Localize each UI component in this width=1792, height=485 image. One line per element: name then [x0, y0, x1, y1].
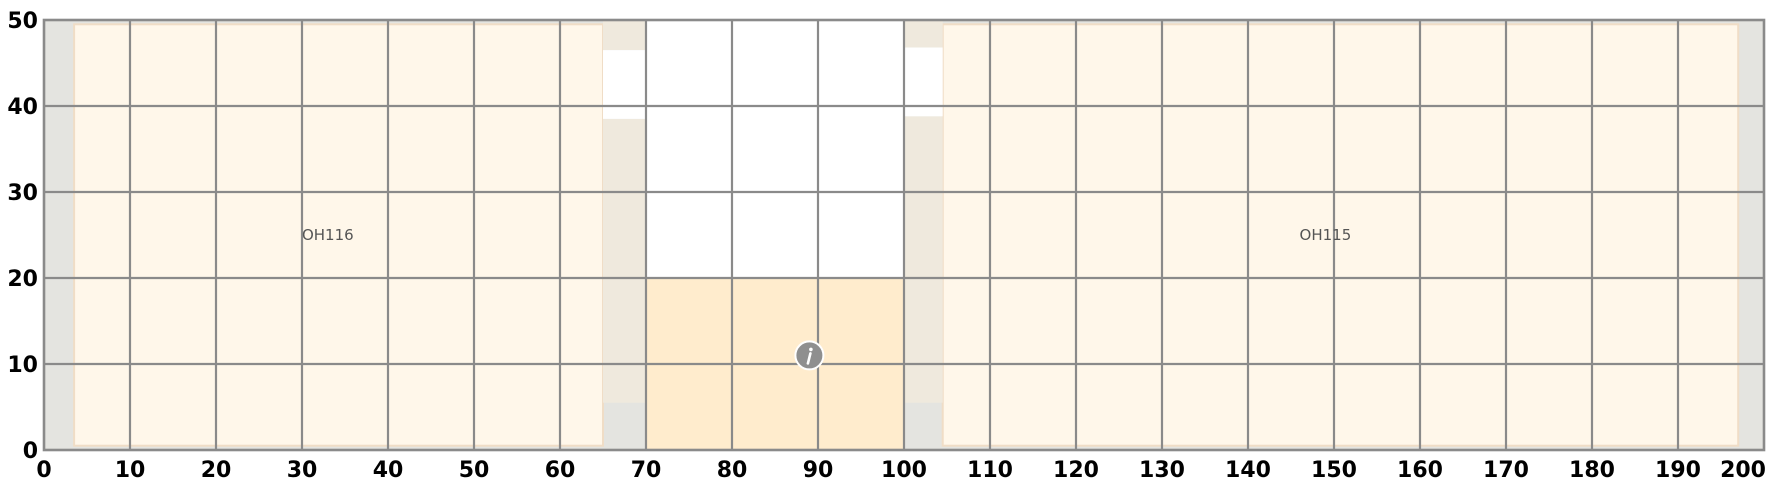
- x-tick-label: 40: [373, 458, 404, 483]
- room-label: OH115: [1300, 226, 1352, 244]
- plot-frame: [42, 18, 1766, 452]
- x-tick-label: 140: [1225, 458, 1271, 483]
- open-area: [603, 50, 646, 119]
- wall-segment: [603, 20, 646, 51]
- y-tick-label: 10: [7, 353, 38, 378]
- open-area: [904, 47, 943, 117]
- x-tick-label: 150: [1311, 458, 1357, 483]
- x-tick-label: 200: [1720, 458, 1766, 483]
- x-tick-label: 110: [967, 458, 1013, 483]
- x-tick-label: 120: [1053, 458, 1099, 483]
- x-tick-label: 180: [1569, 458, 1615, 483]
- y-tick-label: 20: [7, 267, 38, 292]
- x-tick-label: 170: [1483, 458, 1529, 483]
- x-tick-label: 60: [545, 458, 576, 483]
- info-icon[interactable]: [794, 340, 825, 371]
- x-tick-label: 70: [631, 458, 662, 483]
- y-axis-ticks: 0 10 20 30 40 50: [7, 9, 38, 464]
- x-tick-label: 160: [1397, 458, 1443, 483]
- walls-layer: [603, 20, 943, 403]
- wall-segment: [603, 118, 646, 403]
- marker-layer: [794, 340, 825, 371]
- x-tick-label: 90: [803, 458, 834, 483]
- grid-lines: [44, 20, 1764, 450]
- x-tick-label: 10: [115, 458, 146, 483]
- x-tick-label: 80: [717, 458, 748, 483]
- open-areas-layer: [603, 20, 943, 278]
- x-tick-label: 30: [287, 458, 318, 483]
- x-tick-label: 100: [881, 458, 927, 483]
- room-label: OH116: [302, 226, 354, 244]
- x-axis-ticks: 0 10 20 30 40 50 60 70 80 90 100 110 120 130 140 150 160…: [36, 458, 1766, 483]
- x-tick-label: 50: [459, 458, 490, 483]
- room-oh116[interactable]: [73, 23, 605, 447]
- x-tick-label: 130: [1139, 458, 1185, 483]
- wall-segment: [904, 116, 943, 403]
- x-tick-label: 20: [201, 458, 232, 483]
- wall-segment: [904, 20, 943, 48]
- y-tick-label: 50: [7, 9, 38, 34]
- y-tick-label: 0: [23, 439, 38, 464]
- x-tick-label: 190: [1655, 458, 1701, 483]
- y-tick-label: 40: [7, 95, 38, 120]
- x-tick-label: 0: [36, 458, 51, 483]
- room-labels-layer: OH116 OH115: [302, 226, 1351, 244]
- open-area: [646, 20, 904, 278]
- y-tick-label: 30: [7, 181, 38, 206]
- rooms-layer: [73, 23, 1740, 447]
